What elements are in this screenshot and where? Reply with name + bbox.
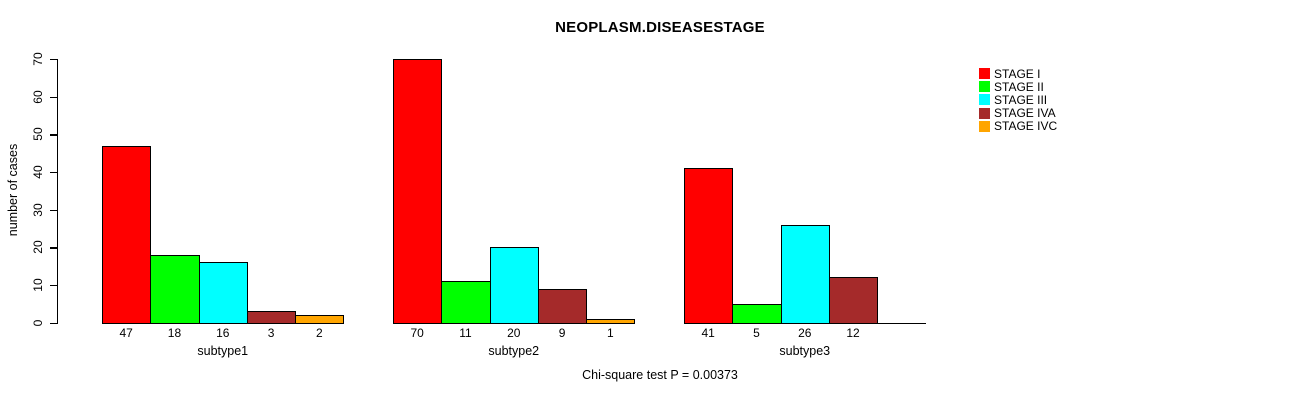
legend-item: STAGE I [979, 67, 1057, 80]
bar-value-label: 9 [558, 326, 566, 340]
y-axis-tick [50, 96, 57, 98]
chi-square-annotation: Chi-square test P = 0.00373 [582, 368, 738, 382]
legend-label: STAGE IVA [994, 106, 1056, 121]
y-axis-label: number of cases [6, 143, 20, 237]
bar-value-label: 2 [315, 326, 323, 340]
y-axis-tick [50, 209, 57, 211]
bar-value-label: 16 [216, 326, 230, 340]
legend-label: STAGE II [994, 79, 1044, 94]
y-axis [57, 59, 59, 324]
y-tick-label: 40 [31, 165, 45, 179]
bar-value-label: 41 [701, 326, 715, 340]
bar [537, 288, 588, 324]
legend-swatch-icon [979, 120, 990, 132]
bar-value-label: 18 [167, 326, 182, 340]
bar [684, 168, 734, 324]
y-tick-label: 10 [31, 278, 45, 292]
bar-value-label: 20 [507, 326, 521, 340]
y-tick-label: 60 [31, 89, 45, 104]
bar [780, 224, 830, 324]
legend-swatch-icon [979, 68, 990, 80]
bar-zero-height [877, 322, 927, 324]
bar [441, 281, 491, 324]
legend-swatch-icon [979, 107, 990, 119]
bar [586, 318, 636, 324]
bar-value-label: 1 [606, 326, 614, 340]
legend-label: STAGE IVC [994, 119, 1058, 134]
bar-value-label: 12 [846, 326, 860, 340]
x-category-label: subtype3 [779, 344, 831, 358]
bar-value-label: 70 [410, 326, 424, 340]
legend-label: STAGE III [994, 92, 1048, 107]
legend-label: STAGE I [994, 66, 1041, 81]
y-tick-label: 30 [31, 202, 45, 217]
bar-value-label: 11 [459, 326, 472, 340]
bar-value-label: 5 [753, 326, 760, 340]
y-tick-label: 20 [31, 240, 45, 254]
bar [150, 254, 200, 324]
legend: STAGE I STAGE II STAGE III STAGE IVA STAGE I… [979, 67, 1057, 133]
bar-value-label: 47 [119, 326, 133, 340]
chart-title: NEOPLASM.DISEASESTAGE [555, 19, 765, 36]
legend-item: STAGE IVA [979, 107, 1057, 120]
x-category-label: subtype1 [197, 344, 249, 358]
y-axis-tick [50, 171, 57, 174]
y-axis-tick [50, 322, 57, 324]
bar [489, 247, 539, 324]
legend-item: STAGE II [979, 80, 1057, 93]
bar [393, 59, 443, 324]
y-tick-label: 70 [31, 52, 45, 66]
bar [295, 314, 345, 324]
bar-value-label: 26 [798, 326, 812, 340]
legend-item: STAGE III [979, 93, 1057, 106]
bar [246, 311, 297, 324]
legend-swatch-icon [979, 81, 990, 93]
bar-value-label: 3 [267, 326, 275, 340]
y-axis-tick [50, 247, 57, 249]
y-tick-label: 0 [31, 319, 45, 326]
y-axis-tick [50, 284, 57, 287]
bar [198, 262, 248, 324]
bar [732, 303, 782, 324]
bar [102, 145, 152, 324]
bar [828, 277, 879, 324]
x-category-label: subtype2 [488, 344, 540, 358]
y-axis-tick [50, 134, 57, 136]
legend-item: STAGE IVC [979, 120, 1057, 133]
y-axis-tick [50, 59, 57, 61]
legend-swatch-icon [979, 94, 990, 106]
y-tick-label: 50 [31, 127, 45, 141]
